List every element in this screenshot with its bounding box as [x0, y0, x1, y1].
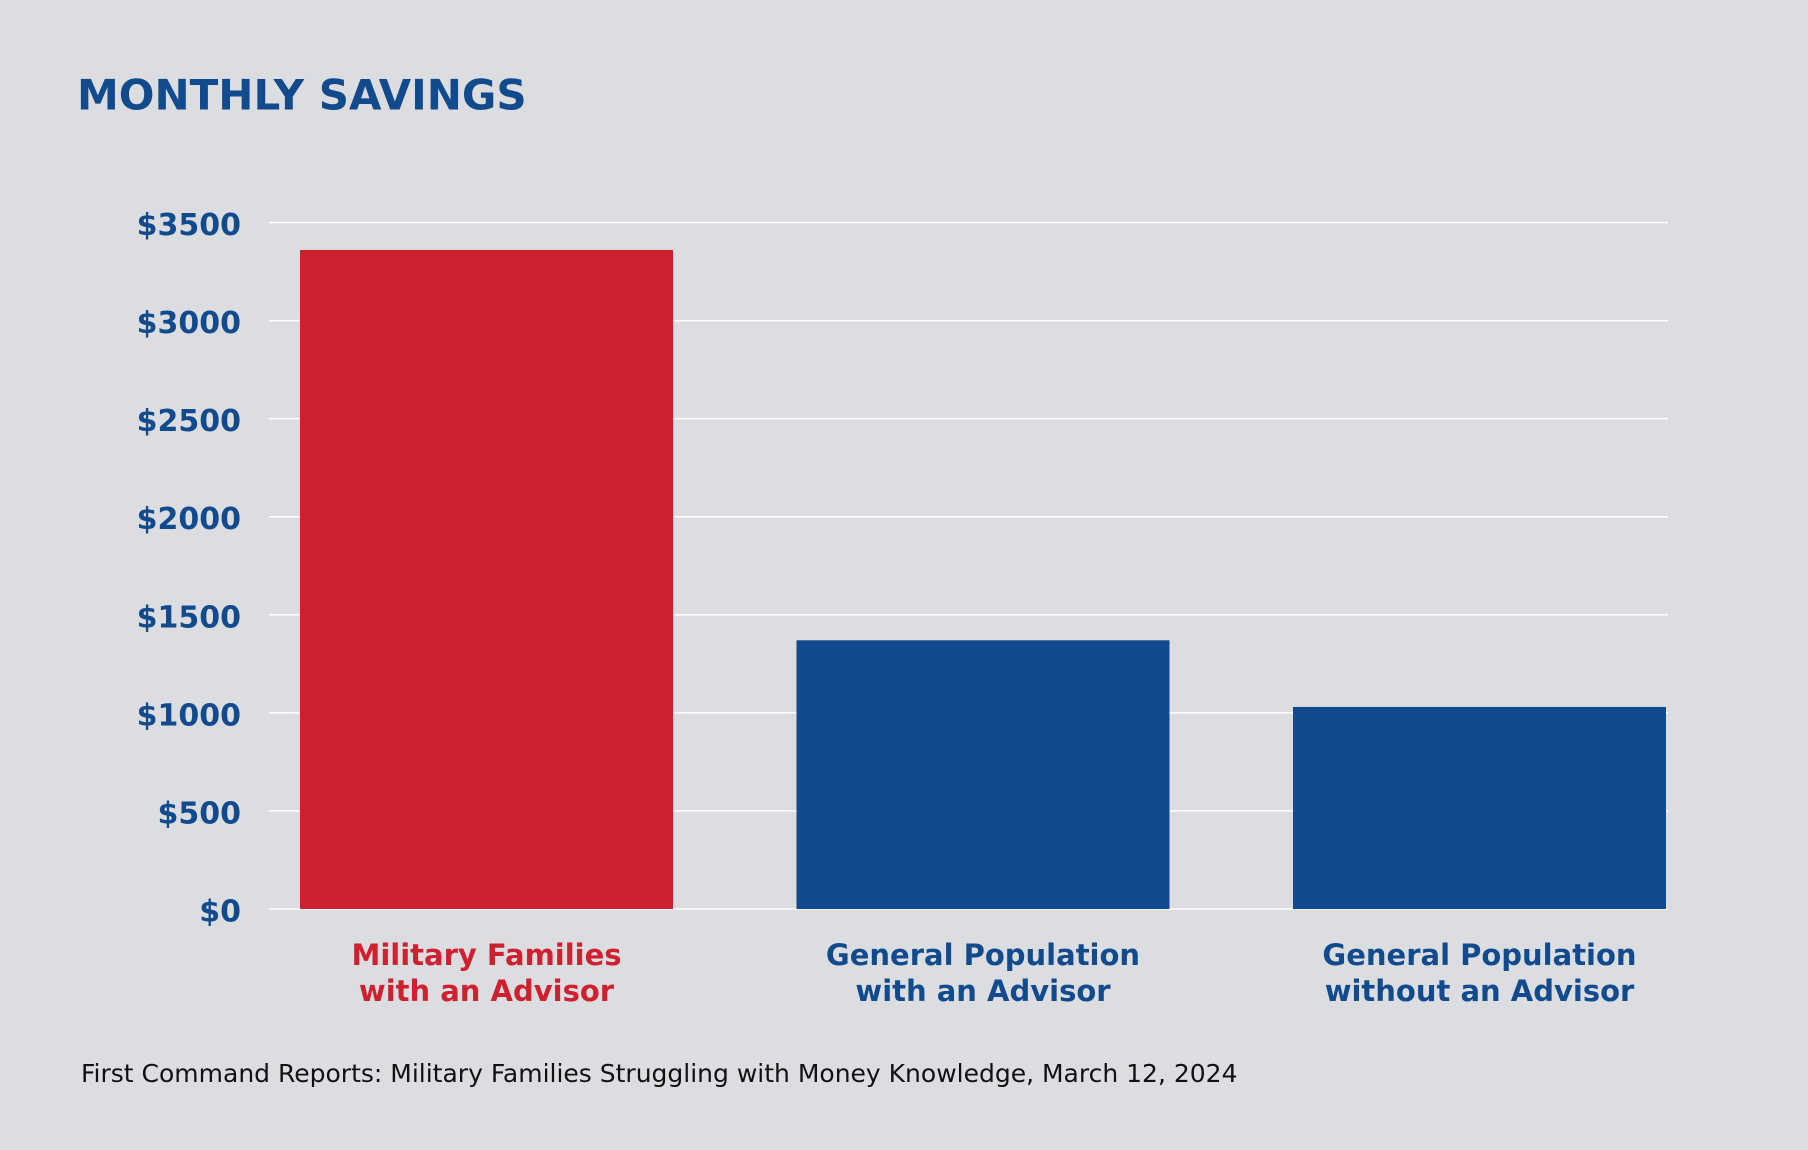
- x-tick-label-line: General Population: [826, 938, 1140, 972]
- source-note: First Command Reports: Military Families…: [81, 1059, 1237, 1088]
- x-tick-label-line: Military Families: [351, 938, 621, 972]
- y-tick-label: $3000: [137, 306, 241, 341]
- y-tick-label: $3500: [137, 208, 241, 243]
- bar: [796, 640, 1170, 909]
- y-tick-label: $2500: [137, 404, 241, 439]
- x-tick-label-line: with an Advisor: [359, 974, 615, 1008]
- x-tick-label: Military Families with an Advisor: [351, 938, 621, 1008]
- y-tick-label: $500: [158, 796, 242, 831]
- x-tick-label-line: without an Advisor: [1325, 974, 1635, 1008]
- y-tick-label: $0: [199, 895, 241, 930]
- y-tick-label: $2000: [137, 502, 241, 537]
- x-tick-label-line: with an Advisor: [855, 974, 1111, 1008]
- bar: [1293, 706, 1666, 909]
- chart-title: MONTHLY SAVINGS: [77, 71, 527, 120]
- y-tick-label: $1000: [137, 698, 241, 733]
- x-tick-label-line: General Population: [1322, 938, 1636, 972]
- bar: [300, 249, 673, 909]
- x-tick-label: General Population with an Advisor: [826, 938, 1140, 1008]
- y-tick-label: $1500: [137, 600, 241, 635]
- x-tick-label: General Population without an Advisor: [1322, 938, 1636, 1008]
